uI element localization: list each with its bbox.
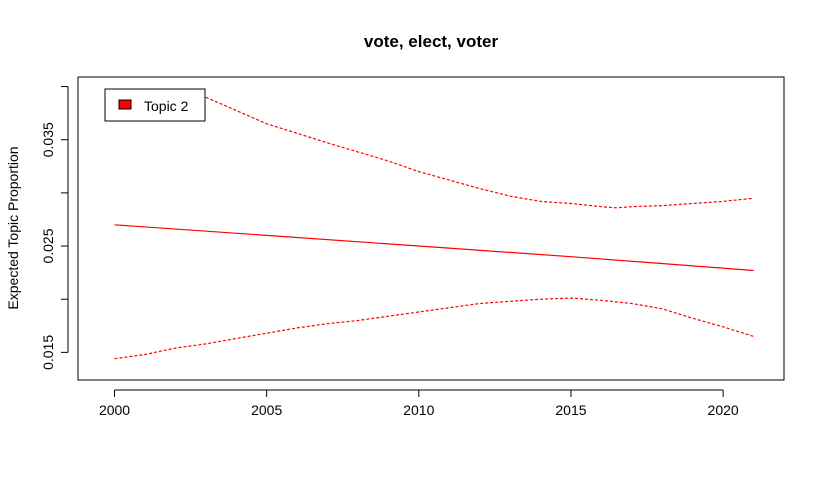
x-tick-label: 2015 — [555, 402, 586, 418]
x-axis: 2000 2005 2010 2015 2020 — [99, 389, 739, 418]
series-line-upper-bound — [205, 96, 754, 209]
chart-title: vote, elect, voter — [364, 32, 499, 51]
x-tick-label: 2020 — [708, 402, 739, 418]
series-layer — [114, 96, 754, 360]
legend-swatch — [118, 99, 132, 110]
x-tick-label: 2010 — [403, 402, 434, 418]
y-tick-label: 0.015 — [40, 335, 56, 370]
plot-box — [77, 76, 785, 381]
x-tick-label: 2000 — [99, 402, 130, 418]
y-axis: 0.015 0.025 0.035 — [40, 86, 69, 370]
y-tick-label: 0.025 — [40, 228, 56, 263]
y-tick-label: 0.035 — [40, 122, 56, 157]
legend-label: Topic 2 — [144, 98, 189, 114]
series-line-estimate — [114, 224, 754, 272]
series-line-lower-bound — [114, 297, 754, 360]
x-tick-label: 2005 — [251, 402, 282, 418]
legend: Topic 2 — [104, 88, 206, 122]
y-axis-label: Expected Topic Proportion — [5, 146, 21, 309]
